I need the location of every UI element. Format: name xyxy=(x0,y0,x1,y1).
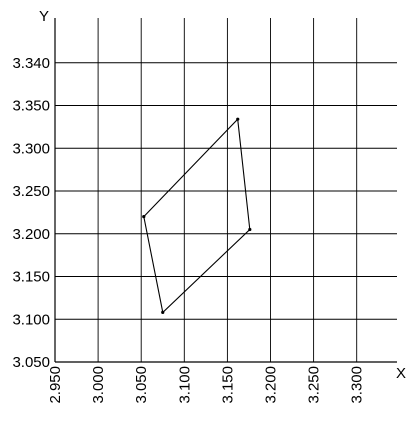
x-tick-label: 3.050 xyxy=(133,366,150,404)
x-tick-label: 3.200 xyxy=(263,366,280,404)
grid xyxy=(55,18,397,362)
labels: 3.050 3.100 3.150 3.200 3.250 3.300 3.350 3.340… xyxy=(12,8,406,404)
y-axis-label: Y xyxy=(39,8,49,25)
y-tick-label: 3.050 xyxy=(12,354,50,371)
y-tick-label: 3.150 xyxy=(12,269,50,286)
y-tick-label: 3.250 xyxy=(12,183,50,200)
x-tick-label: 3.150 xyxy=(219,366,236,404)
x-tick-label: 2.950 xyxy=(47,366,64,404)
x-tick-label: 3.100 xyxy=(176,366,193,404)
y-tick-label: 3.100 xyxy=(12,311,50,328)
y-tick-label: 3.350 xyxy=(12,98,50,115)
data-point xyxy=(248,227,252,232)
x-axis-label: X xyxy=(396,365,406,382)
series xyxy=(142,117,252,315)
axes xyxy=(54,18,397,363)
y-tick-label: 3.340 xyxy=(12,55,50,72)
x-tick-label: 3.250 xyxy=(306,366,323,404)
x-tick-label: 3.000 xyxy=(90,366,107,404)
y-tick-label: 3.200 xyxy=(12,226,50,243)
x-tick-label: 3.300 xyxy=(349,366,366,404)
data-point xyxy=(236,117,240,121)
data-point xyxy=(142,215,146,219)
data-point xyxy=(161,310,165,315)
y-tick-label: 3.300 xyxy=(12,140,50,157)
